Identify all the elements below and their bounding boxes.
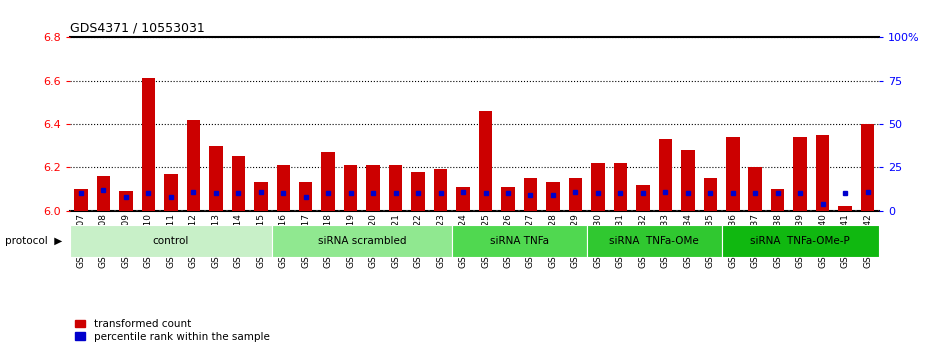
- Bar: [722, 225, 879, 257]
- Bar: [70, 225, 272, 257]
- Bar: [636, 184, 649, 211]
- Bar: [681, 150, 695, 211]
- Bar: [771, 189, 784, 211]
- Bar: [272, 225, 452, 257]
- Bar: [366, 165, 379, 211]
- Bar: [433, 170, 447, 211]
- Bar: [614, 163, 627, 211]
- Bar: [97, 176, 110, 211]
- Bar: [816, 135, 830, 211]
- Bar: [861, 124, 874, 211]
- Bar: [546, 182, 560, 211]
- Text: siRNA  TNFa-OMe-P: siRNA TNFa-OMe-P: [751, 236, 850, 246]
- Text: siRNA scrambled: siRNA scrambled: [318, 236, 406, 246]
- Bar: [452, 225, 587, 257]
- Bar: [141, 78, 155, 211]
- Bar: [74, 189, 87, 211]
- Bar: [501, 187, 514, 211]
- Bar: [838, 206, 852, 211]
- Bar: [254, 182, 268, 211]
- Bar: [568, 178, 582, 211]
- Bar: [591, 163, 604, 211]
- Bar: [322, 152, 335, 211]
- Bar: [276, 165, 290, 211]
- Text: siRNA TNFa: siRNA TNFa: [490, 236, 549, 246]
- Bar: [164, 174, 178, 211]
- Bar: [187, 120, 200, 211]
- Bar: [389, 165, 403, 211]
- Bar: [299, 182, 312, 211]
- Bar: [587, 225, 722, 257]
- Bar: [119, 191, 133, 211]
- Bar: [703, 178, 717, 211]
- Bar: [411, 172, 425, 211]
- Text: siRNA  TNFa-OMe: siRNA TNFa-OMe: [609, 236, 699, 246]
- Bar: [793, 137, 807, 211]
- Bar: [726, 137, 739, 211]
- Bar: [232, 156, 245, 211]
- Bar: [749, 167, 762, 211]
- Bar: [209, 145, 222, 211]
- Legend: transformed count, percentile rank within the sample: transformed count, percentile rank withi…: [75, 319, 270, 342]
- Text: control: control: [153, 236, 189, 246]
- Bar: [457, 187, 470, 211]
- Bar: [658, 139, 672, 211]
- Bar: [479, 111, 492, 211]
- Text: GDS4371 / 10553031: GDS4371 / 10553031: [70, 22, 205, 35]
- Bar: [524, 178, 538, 211]
- Bar: [344, 165, 357, 211]
- Text: protocol  ▶: protocol ▶: [5, 236, 62, 246]
